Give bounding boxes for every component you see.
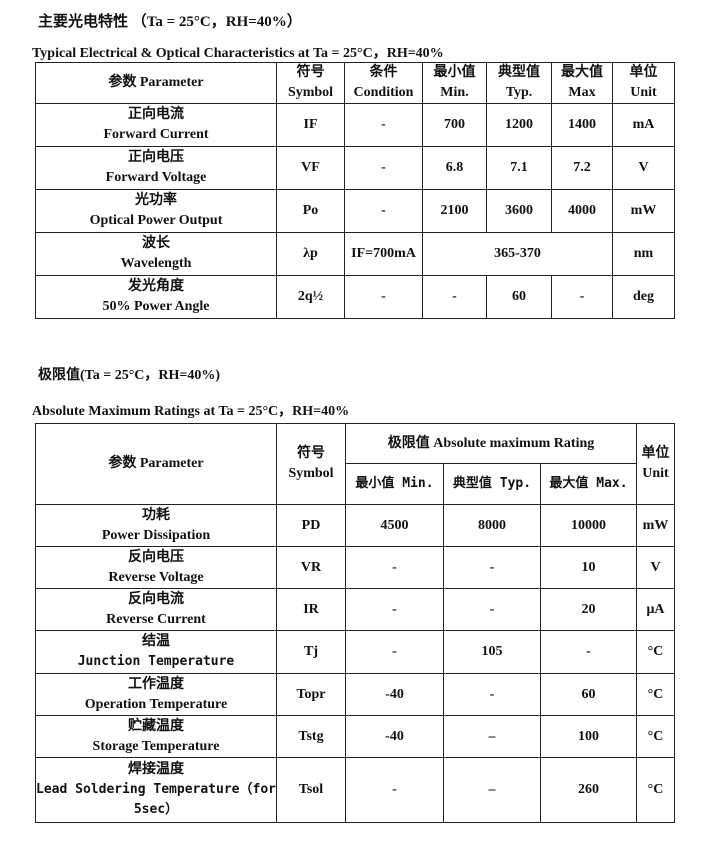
header-parameter: 参数 Parameter <box>35 62 277 104</box>
table-row: 正向电流 Forward Current IF - 700 1200 1400 mA <box>35 103 675 147</box>
table-row: 反向电流 Reverse Current IR - -20 μA <box>35 588 675 631</box>
table-row: 焊接温度 Lead Soldering Temperature（for 5sec）… <box>35 757 675 823</box>
header-unit: 单位 Unit <box>612 62 675 104</box>
table-row: 贮藏温度 Storage Temperature Tstg -40 –100 °C <box>35 715 675 758</box>
table-row: 反向电压 Reverse Voltage VR - -10 V <box>35 546 675 589</box>
header-symbol: 符号 Symbol <box>276 62 345 104</box>
table-subheader-row: 最小值 Min. 典型值 Typ. 最大值 Max. <box>36 463 675 505</box>
header-max: 最大值 Max <box>551 62 613 104</box>
section1-heading: 主要光电特性 （Ta = 25°C，RH=40%） <box>38 14 302 30</box>
section2-caption: Absolute Maximum Ratings at Ta = 25°C，RH… <box>32 404 350 419</box>
section2-heading: 极限值(Ta = 25°C，RH=40%) <box>38 368 221 383</box>
header-condition: 条件 Condition <box>344 62 423 104</box>
absolute-ratings-table: 参数 Parameter 符号 Symbol 极限值 Absolute maxim… <box>35 423 675 823</box>
header-typ: 典型值 Typ. <box>486 62 552 104</box>
table-row: 发光角度 50% Power Angle 2q½ - -60 - deg <box>35 275 675 319</box>
table-row: 波长 Wavelength λp IF=700mA 365-370 nm <box>35 232 675 276</box>
header-min: 最小值 Min. <box>422 62 487 104</box>
table-header-row: 参数 Parameter 符号 Symbol 条件 Condition 最小值 Min… <box>35 62 675 104</box>
table-row: 光功率 Optical Power Output Po - 2100 3600 400… <box>35 189 675 233</box>
table-row: 结温 Junction Temperature Tj - 105- °C <box>35 630 675 674</box>
table-header-row: 参数 Parameter 符号 Symbol 极限值 Absolute maxim… <box>35 423 675 505</box>
table-row: 功耗 Power Dissipation PD 4500 8000 10000 mW <box>35 504 675 547</box>
table-row: 工作温度 Operation Temperature Topr -40 -60 °C <box>35 673 675 716</box>
section1-caption: Typical Electrical & Optical Characteris… <box>32 46 444 61</box>
characteristics-table: 参数 Parameter 符号 Symbol 条件 Condition 最小值 Min… <box>35 62 675 319</box>
table-row: 正向电压 Forward Voltage VF - 6.8 7.1 7.2 V <box>35 146 675 190</box>
